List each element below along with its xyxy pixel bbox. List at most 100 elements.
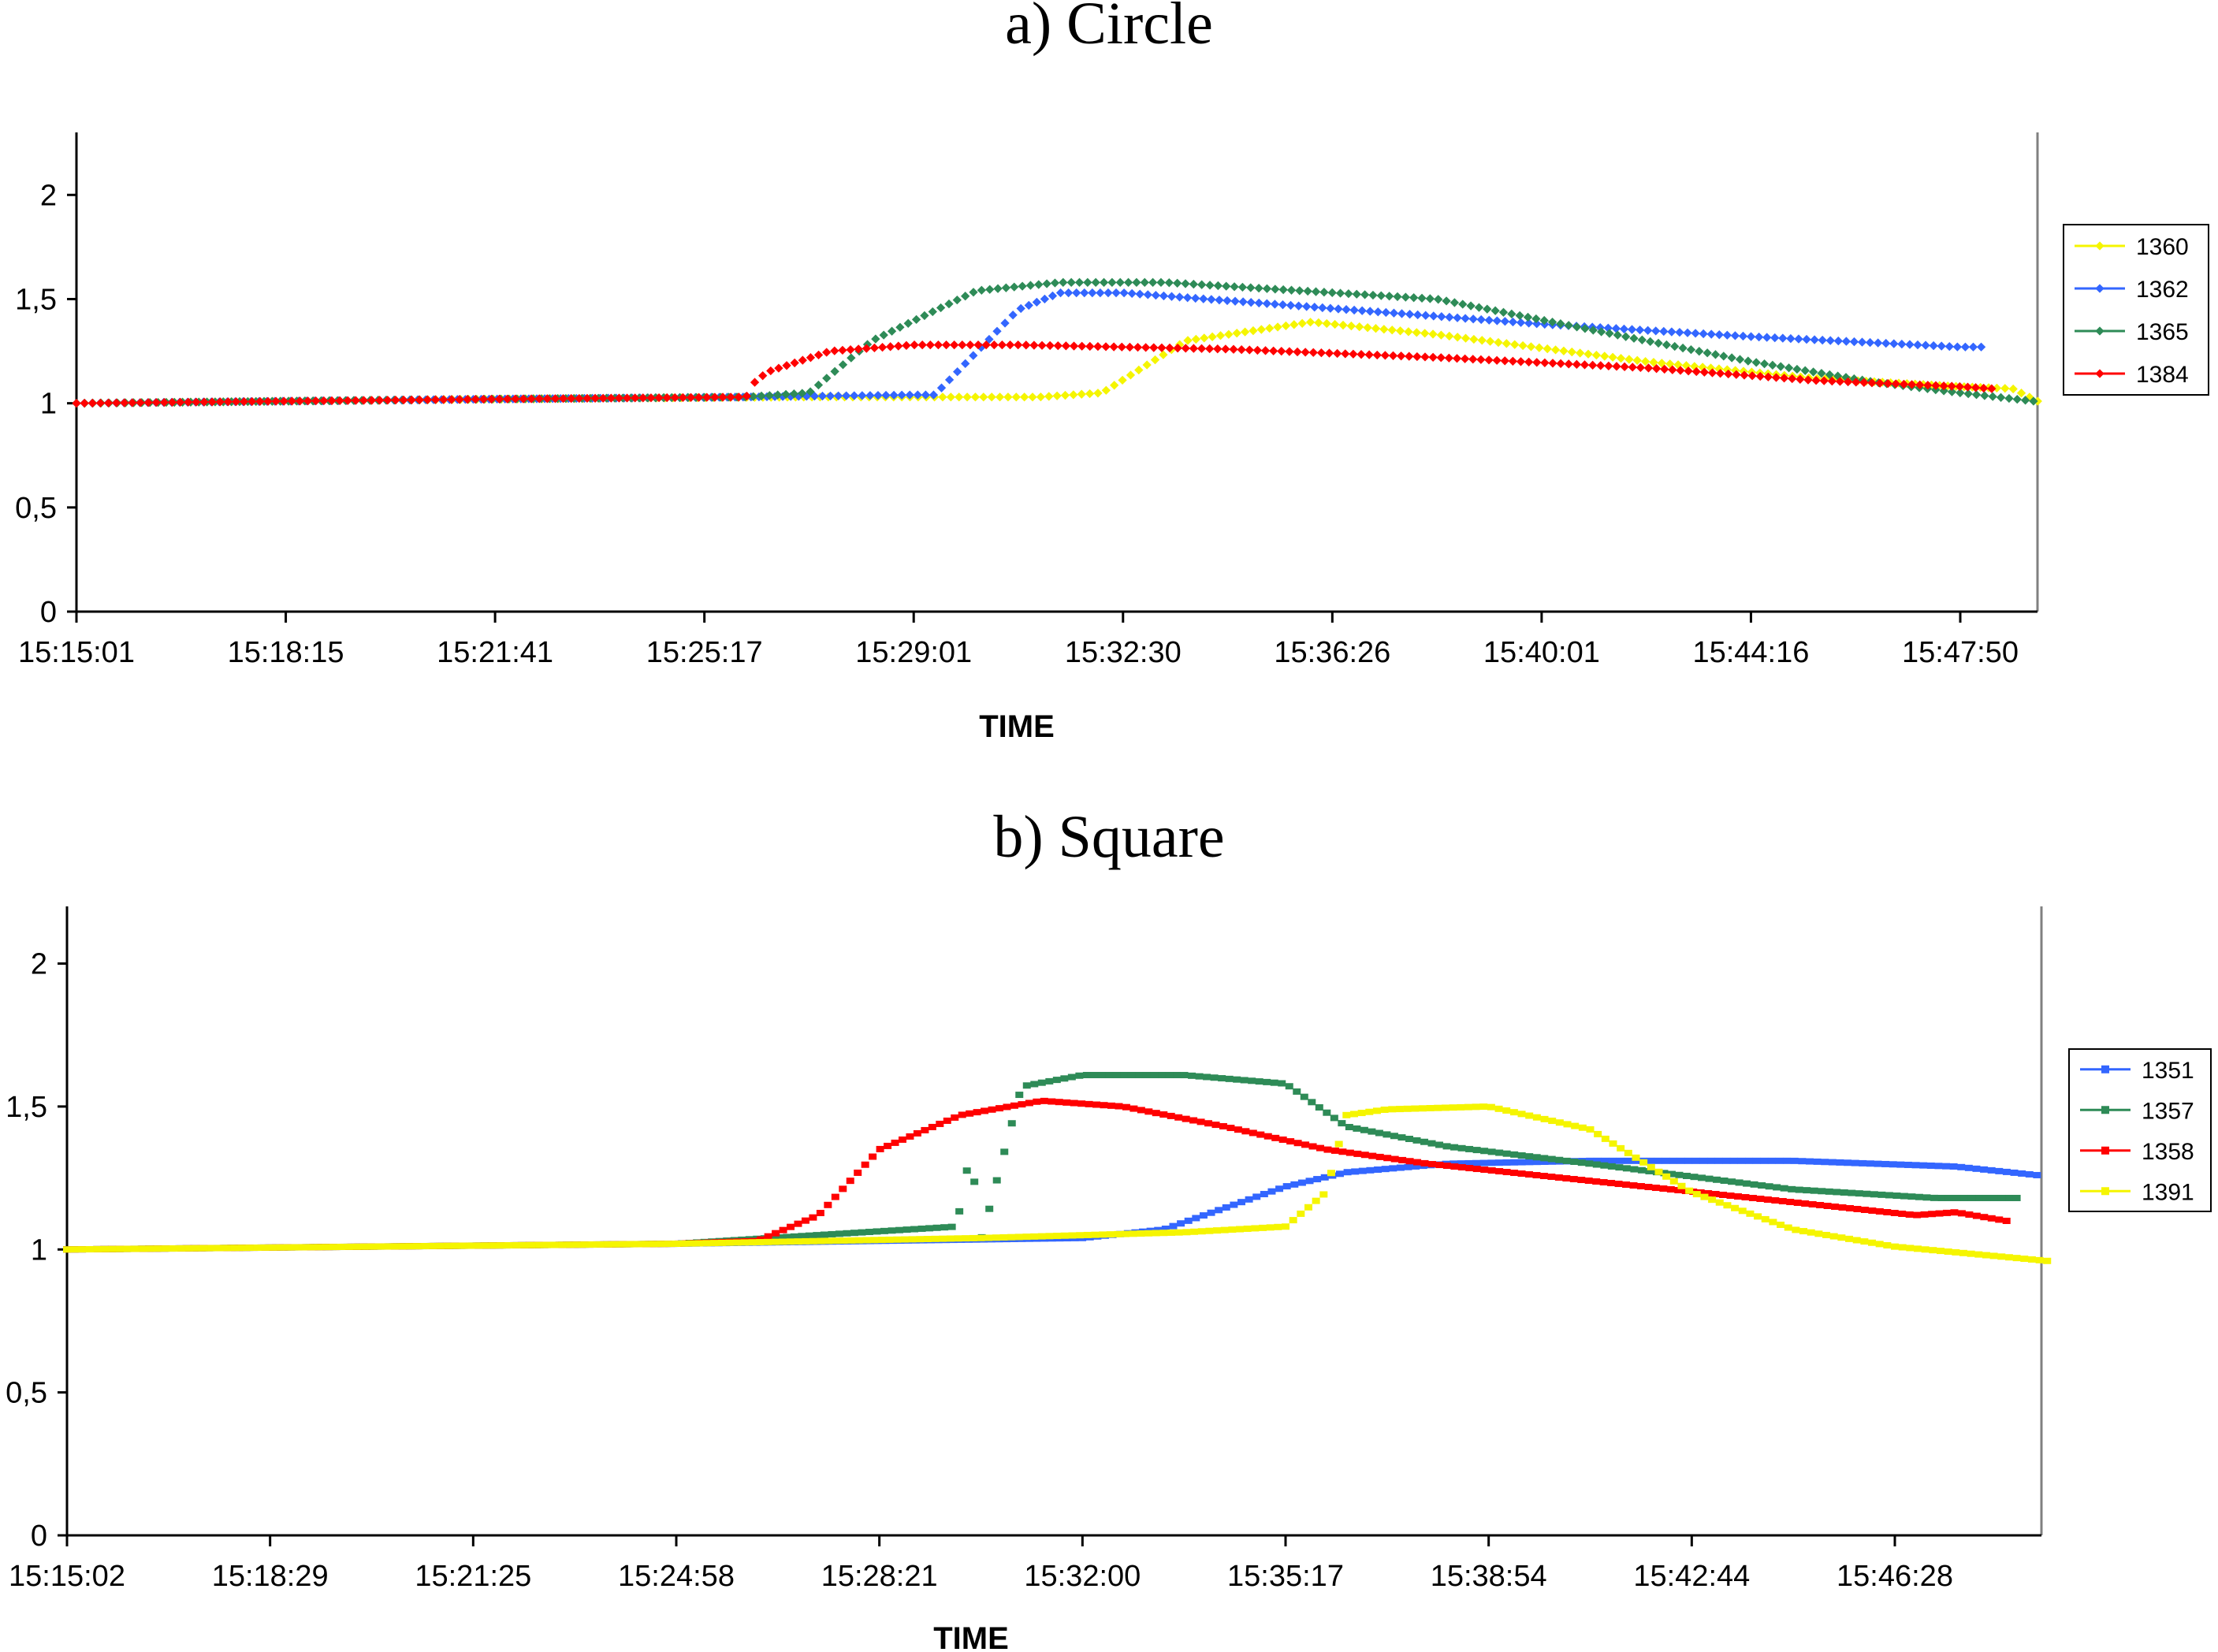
data-point [1982,1252,1990,1259]
data-point [1875,378,1885,388]
data-point [1485,337,1495,346]
data-point [1380,1106,1389,1113]
data-point [1990,1194,1999,1201]
data-point [1061,341,1071,351]
data-point [1952,1248,1960,1256]
data-point [1062,1099,1071,1106]
data-point [1722,330,1732,340]
data-point [1465,1145,1474,1152]
data-point [1403,1105,1412,1112]
data-point [1605,329,1614,338]
data-point [1059,277,1068,287]
data-point [1368,1152,1377,1159]
data-point [1374,1166,1383,1173]
data-point [1290,1181,1299,1188]
data-point [1960,1194,1969,1201]
data-point [1587,360,1598,370]
data-point [1301,348,1310,357]
data-point [1429,311,1438,321]
data-point [1222,1204,1230,1211]
data-point [1484,355,1494,365]
data-point [947,1223,956,1230]
data-point [2027,1256,2036,1263]
data-point [1022,1082,1031,1089]
data-point [1093,389,1103,398]
data-point [865,391,875,400]
data-point [790,358,799,368]
data-point [936,303,946,313]
data-point [367,1243,376,1250]
data-point [1624,1149,1632,1156]
data-point [1692,1191,1701,1198]
data-point [951,1114,959,1121]
data-point [1524,357,1534,366]
data-point [1055,1099,1063,1106]
data-point [1052,1077,1061,1084]
data-point [1405,352,1414,361]
data-point [1532,358,1542,367]
data-point [1979,383,1989,393]
data-point [1967,1194,1976,1201]
data-point [1472,1159,1481,1166]
data-point [908,1236,917,1243]
data-point [279,396,288,406]
data-point [981,1107,989,1114]
data-point [455,395,464,404]
data-point [1516,318,1526,327]
data-point [1428,329,1438,339]
data-point [1780,1185,1788,1192]
data-point [1293,1140,1302,1147]
data-point [1034,280,1044,289]
data-point [1099,1231,1107,1238]
data-point [1412,352,1422,362]
data-point [1798,1158,1807,1165]
data-point [550,1241,559,1248]
data-point [1372,350,1382,360]
data-point [383,396,393,405]
data-point [1637,1166,1646,1174]
data-point [1949,1163,1958,1170]
data-point [1237,344,1246,355]
data-point [1281,321,1291,331]
data-point [1412,1163,1420,1170]
data-point [631,393,640,403]
data-point [1310,303,1319,312]
data-point [1662,1157,1670,1164]
data-point [1526,342,1536,352]
data-point [159,397,169,407]
data-point [527,394,536,404]
data-point [1417,293,1427,303]
data-point [816,1210,824,1217]
data-point [1397,1134,1406,1141]
x-tick-label: 15:32:00 [1024,1560,1141,1593]
data-point [1311,287,1321,296]
data-point [1236,1226,1245,1233]
data-point [2043,1257,2052,1264]
legend-label: 1351 [2142,1058,2194,1084]
x-tick-label: 15:15:02 [9,1560,125,1593]
data-point [1304,1204,1312,1211]
data-point [1409,293,1419,303]
data-point [1596,327,1606,337]
data-point [1684,366,1693,376]
data-point [993,284,1003,293]
data-point [1256,325,1266,334]
data-point [1778,1198,1787,1205]
data-point [958,1111,966,1118]
data-point [147,1245,155,1252]
data-point [1037,1079,1046,1086]
data-point [2012,1255,2021,1262]
data-point [1750,1181,1758,1188]
data-point [1600,1162,1609,1169]
data-point [910,1226,919,1233]
data-point [1577,1159,1586,1166]
data-point [1137,1230,1145,1237]
data-point [1050,278,1060,288]
data-point [1677,1157,1685,1164]
data-point [78,1246,87,1253]
data-point [1248,1077,1256,1085]
data-point [1792,1226,1800,1233]
data-point [1156,277,1166,287]
data-point [1305,1178,1314,1185]
